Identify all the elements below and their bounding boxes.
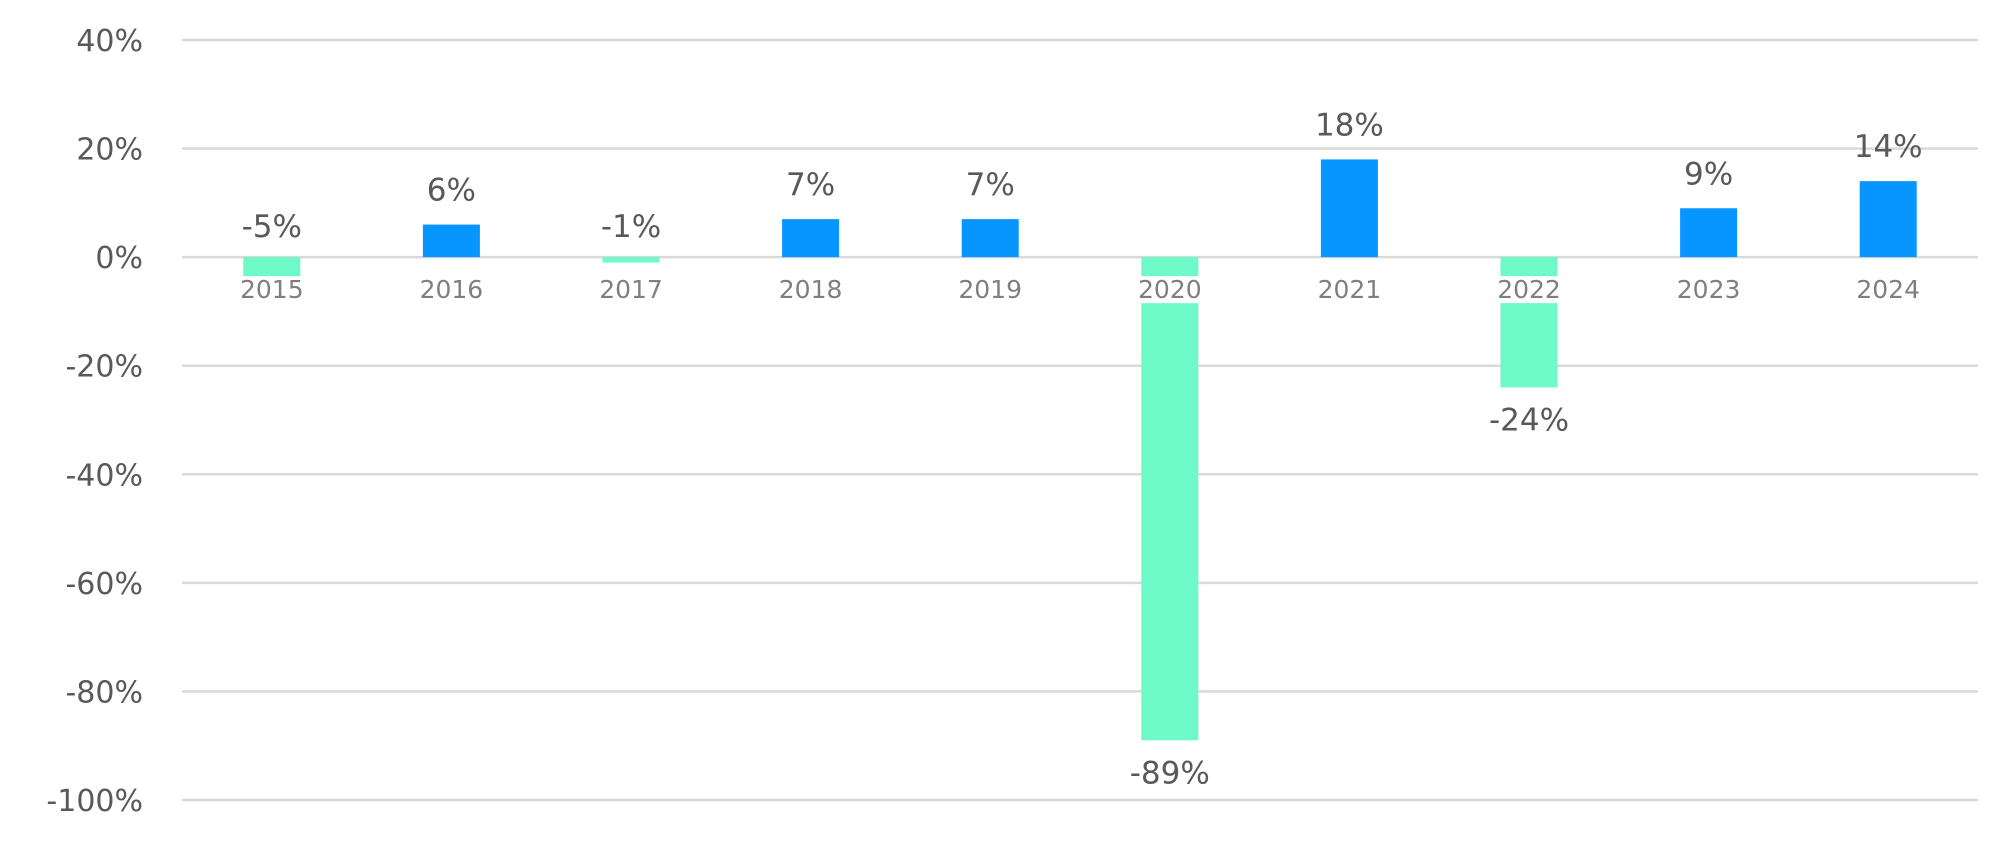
y-tick-label: -20% <box>65 350 143 385</box>
data-labels: -5% 6% -1% 7% 7% -89% 18% -24% 9% 14% <box>242 107 1923 791</box>
y-tick-label: -40% <box>65 458 143 493</box>
gridlines <box>182 38 1978 802</box>
bars <box>243 159 1917 741</box>
category-label-background <box>415 276 488 304</box>
data-label: 7% <box>966 167 1015 203</box>
category-label-background <box>954 276 1027 304</box>
y-tick-label: -80% <box>65 675 143 710</box>
category-label-background <box>235 276 308 304</box>
data-label: 9% <box>1684 156 1733 192</box>
x-category-label: 2017 <box>599 275 663 304</box>
x-category-label: 2016 <box>420 275 484 304</box>
bar-2019 <box>961 219 1019 258</box>
x-category-label: 2022 <box>1497 275 1561 304</box>
bar-2023 <box>1680 208 1738 258</box>
category-label-background <box>1493 276 1565 304</box>
data-label: 18% <box>1315 107 1384 143</box>
x-category-label: 2019 <box>958 275 1022 304</box>
category-label-background <box>1313 276 1386 304</box>
data-label: -24% <box>1489 402 1569 438</box>
data-label: 14% <box>1854 129 1923 165</box>
data-label: -89% <box>1130 755 1210 791</box>
x-axis-category-labels: 2015 2016 2017 2018 2019 2020 2021 2022 2023 2024 <box>240 275 1920 304</box>
x-category-label: 2024 <box>1856 275 1920 304</box>
bar-2017 <box>602 257 660 263</box>
data-label: -5% <box>242 209 302 245</box>
x-category-label: 2021 <box>1318 275 1382 304</box>
y-tick-label: -60% <box>65 567 143 602</box>
y-axis-tick-labels: 40% 20% 0% -20% -40% -60% -80% -100% <box>46 24 143 819</box>
category-label-background <box>1852 276 1925 304</box>
data-label: 6% <box>427 173 476 209</box>
category-label-backgrounds <box>235 276 1925 304</box>
x-category-label: 2015 <box>240 275 304 304</box>
category-label-background <box>1672 276 1745 304</box>
y-tick-label: -100% <box>46 784 143 819</box>
bar-2024 <box>1859 181 1917 258</box>
category-label-background <box>595 276 667 304</box>
bar-2020 <box>1141 257 1199 741</box>
x-category-label: 2018 <box>779 275 843 304</box>
y-tick-label: 40% <box>76 24 143 59</box>
bar-2021 <box>1320 159 1378 258</box>
category-label-background <box>774 276 847 304</box>
bar-2016 <box>422 224 480 258</box>
bar-2018 <box>782 219 840 258</box>
y-tick-label: 0% <box>95 241 143 276</box>
data-label: 7% <box>786 167 835 203</box>
category-label-background <box>1133 276 1206 304</box>
y-tick-label: 20% <box>76 133 143 168</box>
x-category-label: 2020 <box>1138 275 1202 304</box>
x-category-label: 2023 <box>1677 275 1741 304</box>
data-label: -1% <box>601 209 661 245</box>
